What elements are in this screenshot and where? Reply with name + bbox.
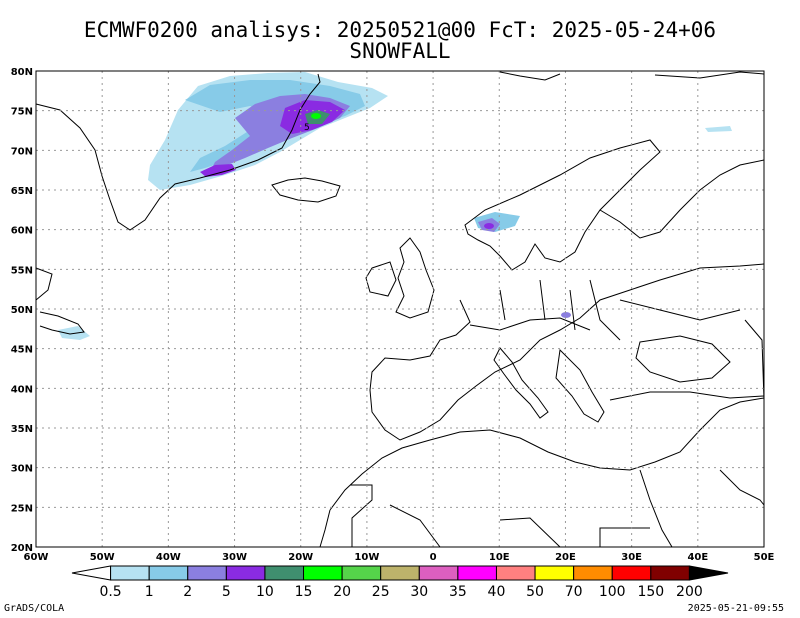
labrador-coast (35, 267, 53, 301)
snow-area-svalbard-east (705, 126, 732, 132)
lat-tick-label: 50N (11, 305, 33, 316)
colorbar-level-label: 1 (145, 584, 154, 600)
colorbar-swatch (225, 565, 266, 581)
italy (493, 347, 549, 419)
colorbar-level-label: 15 (295, 584, 313, 600)
colorbar-swatch (611, 565, 652, 581)
colorbar-swatch (148, 565, 189, 581)
persian-gulf (719, 469, 765, 506)
colorbar-swatch (418, 565, 459, 581)
west-africa-coast (319, 509, 331, 548)
colorbar-swatch (341, 565, 382, 581)
colorbar-level-label: 25 (372, 584, 390, 600)
colorbar-high-triangle (688, 565, 729, 581)
lon-tick-label: 50E (754, 552, 775, 563)
lat-tick-label: 70N (11, 146, 33, 157)
snowfall-shading (58, 72, 732, 340)
country-borders-africa (350, 484, 650, 548)
colorbar-swatch (187, 565, 227, 581)
iceland-coast (271, 177, 341, 203)
colorbar-level-label: 35 (449, 584, 467, 600)
colorbar-level-label: 20 (333, 584, 351, 600)
greenland-coast (35, 73, 321, 231)
finland-border (599, 159, 765, 239)
country-borders-europe (469, 279, 741, 341)
footer-timestamp: 2025-05-21-09:55 (687, 603, 784, 614)
snow-area-norway-core (484, 223, 494, 229)
balkans-greece (555, 348, 605, 423)
lon-tick-label: 20E (555, 552, 576, 563)
colorbar-level-label: 5 (222, 584, 231, 600)
lon-tick-label: 40E (687, 552, 708, 563)
ireland (365, 261, 397, 297)
map-title: ECMWF0200 analisys: 20250521@00 FcT: 202… (83, 18, 717, 42)
colorbar-swatch (264, 565, 305, 581)
lat-tick-label: 25N (11, 503, 33, 514)
lat-tick-label: 55N (11, 265, 33, 276)
colorbar-swatch (303, 565, 343, 581)
lat-tick-label: 65N (11, 186, 33, 197)
colorbar-level-label: 70 (565, 584, 583, 600)
lat-tick-label: 35N (11, 424, 33, 435)
snow-area-green (311, 113, 321, 119)
colorbar-low-triangle (71, 565, 112, 581)
newfoundland-coast (39, 311, 85, 335)
svalbard-coast (499, 71, 561, 81)
map-subtitle: SNOWFALL (349, 39, 451, 63)
colorbar-swatch (534, 565, 575, 581)
colorbar-level-label: 40 (488, 584, 506, 600)
caspian-sea (744, 319, 765, 401)
snow-area-greenland-coast (200, 164, 236, 177)
colorbar-swatch (495, 565, 536, 581)
colorbar-level-label: 100 (599, 584, 626, 600)
lon-tick-label: 20W (288, 552, 313, 563)
contour-label: 5 (304, 123, 310, 133)
colorbar-level-label: 200 (676, 584, 703, 600)
lon-tick-label: 0 (430, 552, 437, 563)
lon-tick-label: 10E (489, 552, 510, 563)
lon-tick-label: 30E (621, 552, 642, 563)
turkey-coast (609, 391, 765, 401)
map-frame (35, 70, 765, 548)
lat-tick-label: 40N (11, 384, 33, 395)
colorbar-level-label: 50 (526, 584, 544, 600)
colorbar-swatch (380, 565, 420, 581)
lat-tick-label: 30N (11, 464, 33, 475)
colorbar-level-label: 30 (410, 584, 428, 600)
colorbar-level-label: 150 (637, 584, 664, 600)
colorbar: 0.5 1 2 5 10 15 20 25 30 35 40 50 70 100 150 200 (71, 565, 729, 600)
lat-tick-label: 45N (11, 345, 33, 356)
scandinavia-coast (464, 139, 661, 271)
lat-tick-label: 20N (11, 543, 33, 554)
red-sea (639, 469, 673, 548)
russia-north-coast (654, 71, 765, 79)
lon-tick-label: 40W (156, 552, 181, 563)
colorbar-swatch (110, 565, 150, 581)
europe-west-coast (369, 263, 765, 441)
black-sea (635, 335, 731, 383)
colorbar-swatch (650, 565, 690, 581)
snow-area-tatra (561, 312, 571, 318)
colorbar-level-label: 0.5 (99, 584, 121, 600)
lon-tick-label: 10W (354, 552, 379, 563)
colorbar-level-label: 2 (183, 584, 192, 600)
graticule (36, 71, 764, 547)
lon-tick-label: 30W (222, 552, 247, 563)
longitude-axis: 60W 50W 40W 30W 20W 10W 0 10E 20E 30E 40E 50E (24, 552, 775, 563)
colorbar-swatch (457, 565, 497, 581)
lat-tick-label: 80N (11, 67, 33, 78)
british-isles (395, 237, 435, 319)
lon-tick-label: 60W (24, 552, 49, 563)
lat-tick-label: 75N (11, 107, 33, 118)
footer-software: GrADS/COLA (4, 603, 65, 614)
coastlines (35, 71, 765, 548)
lat-tick-label: 60N (11, 226, 33, 237)
latitude-axis: 20N 25N 30N 35N 40N 45N 50N 55N 60N 65N 70N 75N 80N (11, 67, 33, 554)
north-africa-coast (329, 397, 765, 511)
lon-tick-label: 50W (90, 552, 115, 563)
colorbar-swatch (573, 565, 613, 581)
colorbar-level-label: 10 (256, 584, 274, 600)
